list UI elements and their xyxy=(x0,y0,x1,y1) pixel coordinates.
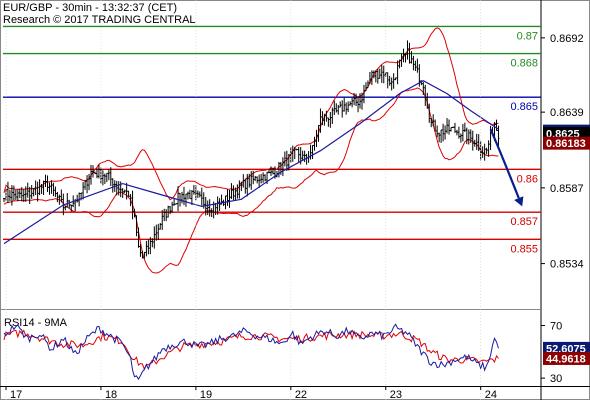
level-label: 0.87 xyxy=(517,30,538,42)
price-tick-label: 0.8587 xyxy=(550,183,584,195)
time-tick-label: 22 xyxy=(295,389,307,400)
time-tick-label: 23 xyxy=(390,389,402,400)
bollinger-lower-line xyxy=(3,87,499,274)
rsi-axis: 30 70 xyxy=(541,321,562,385)
time-tick-label: 18 xyxy=(105,389,117,400)
main-price-axis: 0.8534 0.8587 0.8639 0.8692 xyxy=(541,33,584,271)
rsi-badge-box xyxy=(543,341,590,355)
rsi-badge-label: 44.9618 xyxy=(546,353,586,365)
price-tick-label: 0.8639 xyxy=(550,107,584,119)
time-axis: 17 18 19 22 23 24 xyxy=(5,0,497,401)
level-label: 0.865 xyxy=(510,101,538,113)
level-label: 0.868 xyxy=(510,58,538,70)
price-tick-label: 0.8534 xyxy=(550,259,584,271)
time-tick-label: 19 xyxy=(200,389,212,400)
forecast-arrow-head xyxy=(514,196,524,207)
rsi-badge-box xyxy=(543,351,590,365)
rsi-ma-line xyxy=(3,329,499,371)
level-label: 0.86 xyxy=(517,173,538,185)
level-label: 0.857 xyxy=(510,216,538,228)
time-tick-label: 17 xyxy=(10,389,22,400)
chart-symbol-title: EUR/GBP - 30min - 13:32:37 (CET) xyxy=(3,2,178,14)
rsi-tick-label: 30 xyxy=(550,373,562,385)
level-label: 0.855 xyxy=(510,243,538,255)
forecast-arrow-shaft xyxy=(489,128,520,199)
rsi-tick-label: 70 xyxy=(550,321,562,333)
price-badge-box xyxy=(543,136,590,150)
time-tick-label: 24 xyxy=(485,389,497,400)
price-tick-label: 0.8692 xyxy=(550,33,584,45)
price-badge-label: 0.86183 xyxy=(546,138,586,150)
moving-average-line xyxy=(3,80,499,245)
chart-copyright: Research © 2017 TRADING CENTRAL xyxy=(3,14,196,26)
rsi-line xyxy=(3,323,499,381)
rsi-panel-title: RSI14 - 9MA xyxy=(4,317,68,329)
candles xyxy=(2,40,500,259)
